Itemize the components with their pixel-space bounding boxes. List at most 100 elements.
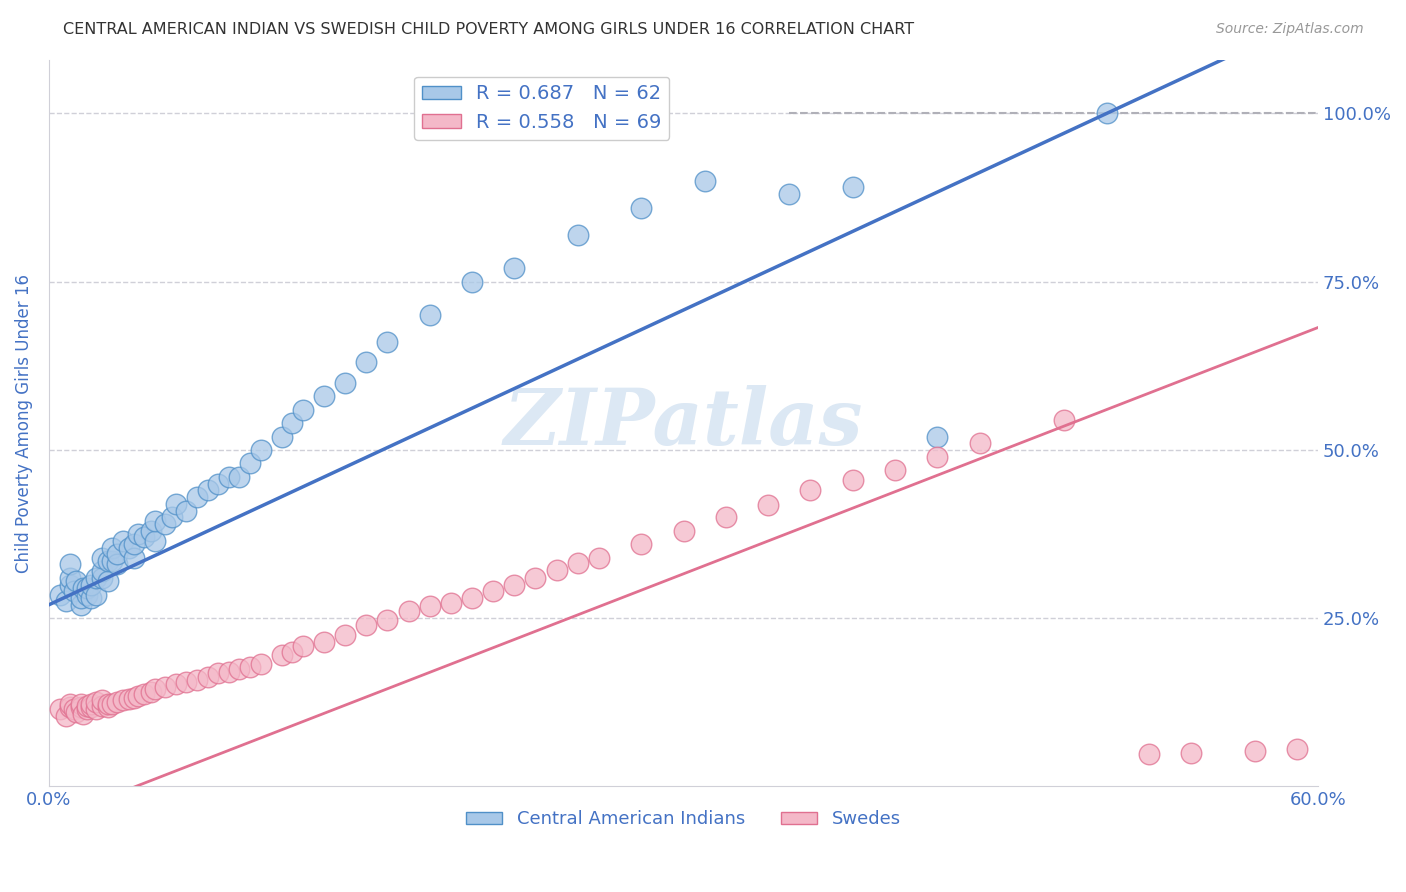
Point: [118, 692, 141, 706]
Point: [76, 698, 98, 713]
Point: [69, 591, 91, 605]
Point: [176, 675, 198, 690]
Point: [122, 537, 145, 551]
Point: [90, 550, 112, 565]
Point: [59, 558, 82, 572]
Point: [127, 527, 149, 541]
Point: [59, 698, 82, 712]
Point: [143, 533, 166, 548]
Point: [72, 706, 94, 721]
Point: [440, 596, 463, 610]
Point: [693, 174, 716, 188]
Point: [118, 541, 141, 555]
Point: [165, 677, 187, 691]
Point: [97, 554, 120, 568]
Point: [76, 581, 98, 595]
Point: [69, 700, 91, 714]
Point: [1285, 742, 1308, 756]
Point: [228, 662, 250, 676]
Point: [799, 483, 821, 498]
Point: [503, 577, 526, 591]
Point: [97, 698, 120, 712]
Point: [1053, 412, 1076, 426]
Point: [155, 680, 177, 694]
Y-axis label: Child Poverty Among Girls Under 16: Child Poverty Among Girls Under 16: [15, 274, 32, 573]
Point: [155, 516, 177, 531]
Point: [143, 681, 166, 696]
Text: ZIPatlas: ZIPatlas: [503, 384, 863, 461]
Point: [80, 698, 103, 712]
Point: [97, 700, 120, 714]
Point: [270, 648, 292, 663]
Point: [969, 436, 991, 450]
Point: [105, 547, 128, 561]
Point: [778, 187, 800, 202]
Point: [333, 376, 356, 390]
Point: [419, 599, 441, 613]
Point: [160, 510, 183, 524]
Point: [165, 497, 187, 511]
Point: [291, 640, 314, 654]
Point: [84, 702, 107, 716]
Point: [55, 594, 77, 608]
Point: [207, 476, 229, 491]
Point: [249, 657, 271, 671]
Point: [122, 690, 145, 705]
Point: [842, 473, 865, 487]
Point: [546, 563, 568, 577]
Point: [377, 335, 399, 350]
Point: [105, 558, 128, 572]
Point: [139, 524, 162, 538]
Point: [207, 666, 229, 681]
Point: [139, 685, 162, 699]
Point: [524, 571, 547, 585]
Point: [1095, 106, 1118, 120]
Point: [80, 591, 103, 605]
Point: [218, 470, 240, 484]
Point: [672, 524, 695, 538]
Point: [239, 659, 262, 673]
Point: [65, 574, 87, 589]
Point: [377, 613, 399, 627]
Point: [186, 490, 208, 504]
Point: [90, 571, 112, 585]
Point: [630, 201, 652, 215]
Point: [291, 402, 314, 417]
Point: [111, 693, 134, 707]
Point: [503, 261, 526, 276]
Point: [419, 309, 441, 323]
Point: [127, 689, 149, 703]
Point: [567, 227, 589, 242]
Point: [567, 556, 589, 570]
Point: [105, 695, 128, 709]
Point: [134, 531, 156, 545]
Point: [1243, 744, 1265, 758]
Point: [59, 700, 82, 714]
Point: [76, 588, 98, 602]
Point: [84, 695, 107, 709]
Point: [90, 698, 112, 713]
Point: [281, 416, 304, 430]
Point: [927, 450, 949, 464]
Point: [1137, 747, 1160, 761]
Text: Source: ZipAtlas.com: Source: ZipAtlas.com: [1216, 22, 1364, 37]
Point: [714, 510, 737, 524]
Point: [312, 634, 335, 648]
Point: [239, 457, 262, 471]
Point: [101, 698, 124, 712]
Point: [333, 628, 356, 642]
Point: [90, 693, 112, 707]
Point: [101, 541, 124, 555]
Point: [55, 708, 77, 723]
Point: [48, 702, 70, 716]
Point: [76, 702, 98, 716]
Point: [143, 514, 166, 528]
Point: [927, 429, 949, 443]
Point: [884, 463, 907, 477]
Point: [197, 483, 219, 498]
Point: [63, 702, 86, 716]
Point: [197, 670, 219, 684]
Point: [630, 537, 652, 551]
Point: [756, 498, 779, 512]
Point: [101, 554, 124, 568]
